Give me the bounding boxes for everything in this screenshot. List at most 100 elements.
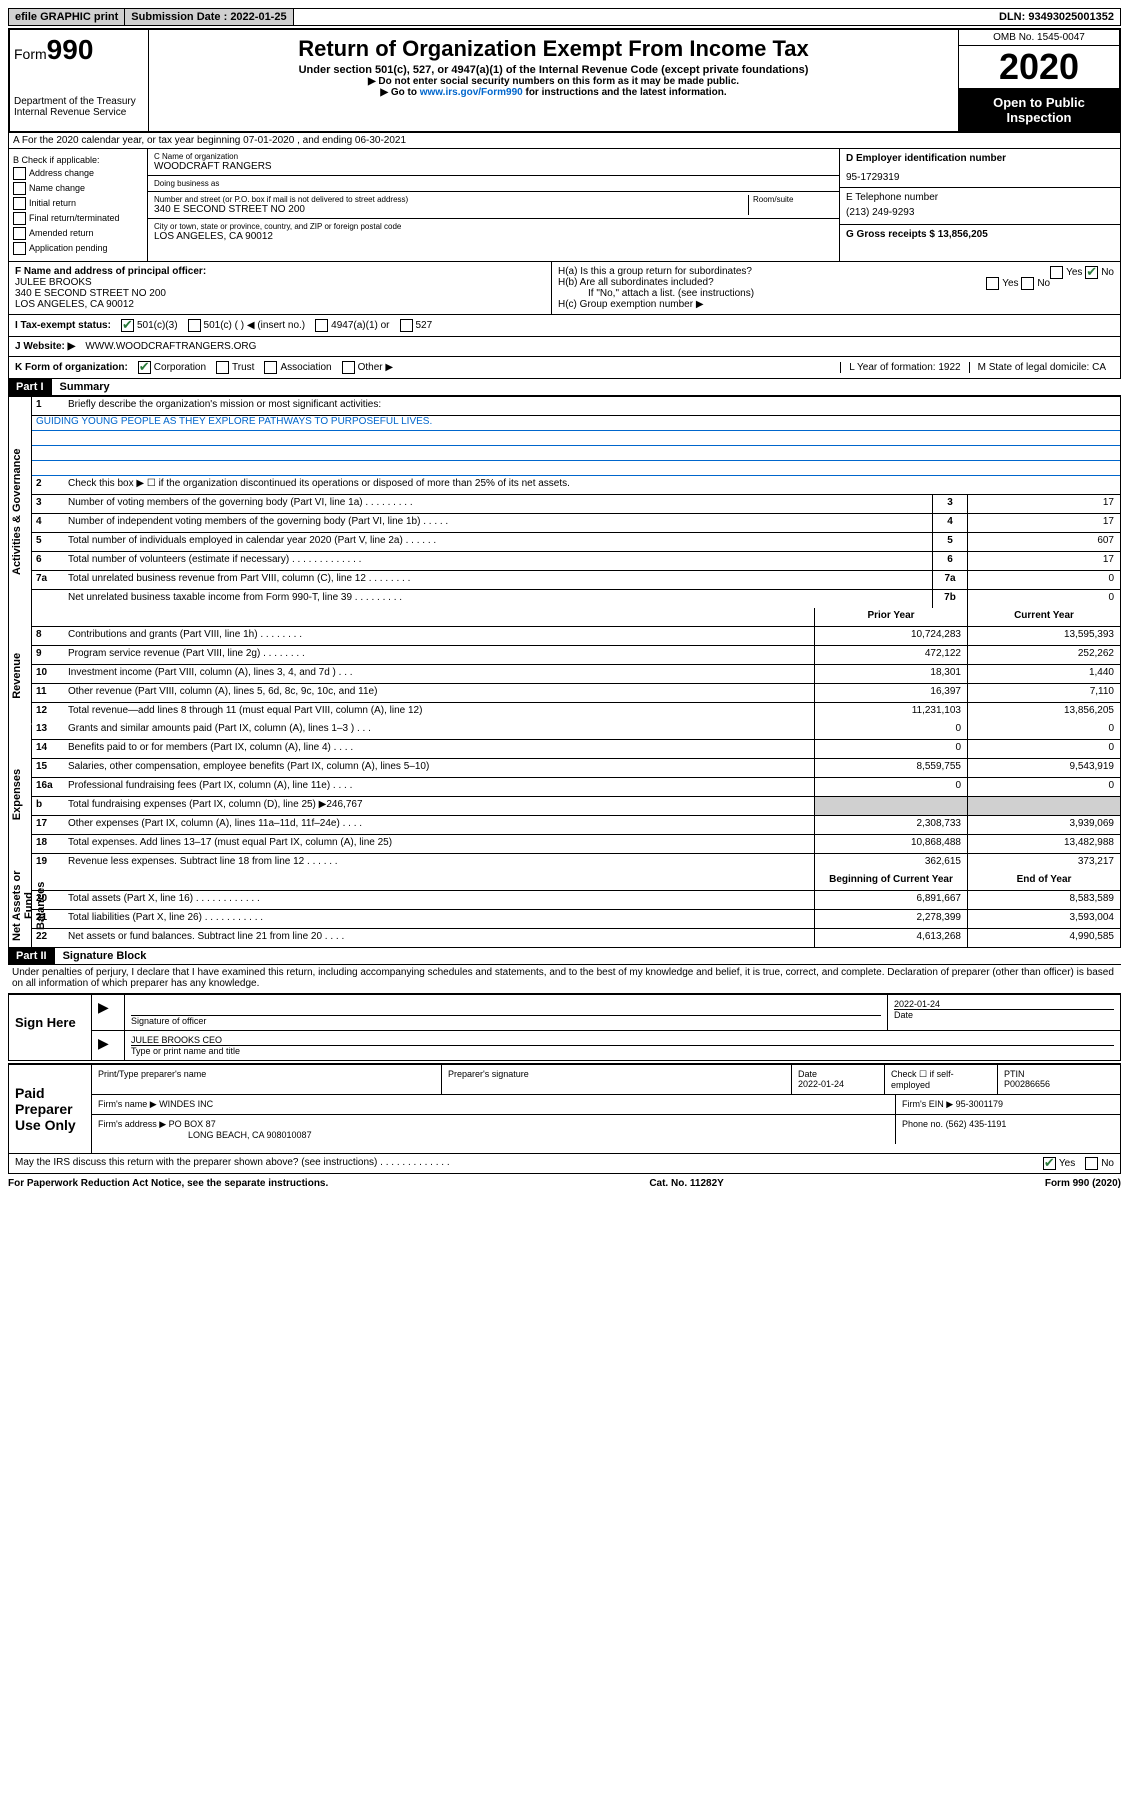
summary-row: 7aTotal unrelated business revenue from …	[32, 571, 1120, 590]
col-b-title: B Check if applicable:	[13, 155, 143, 165]
summary-row: 18Total expenses. Add lines 13–17 (must …	[32, 835, 1120, 854]
k-label: K Form of organization:	[15, 362, 128, 373]
officer-addr2: LOS ANGELES, CA 90012	[15, 299, 545, 310]
col-b-checkboxes: B Check if applicable: Address change Na…	[9, 149, 148, 261]
summary-row: 21Total liabilities (Part X, line 26) . …	[32, 910, 1120, 929]
c-name-label: C Name of organization	[154, 152, 833, 161]
cb-527[interactable]: 527	[400, 319, 433, 332]
firm-ein-label: Firm's EIN ▶	[902, 1099, 953, 1109]
officer-name-title: JULEE BROOKS CEO	[131, 1035, 1114, 1045]
sign-here-label: Sign Here	[9, 995, 92, 1060]
discuss-yes[interactable]: Yes	[1043, 1157, 1075, 1170]
gross-receipts: G Gross receipts $ 13,856,205	[840, 225, 1120, 261]
cb-pending[interactable]: Application pending	[13, 242, 143, 255]
submission-date: Submission Date : 2022-01-25	[125, 9, 293, 25]
part2-title: Signature Block	[55, 948, 155, 964]
summary-row: 10Investment income (Part VIII, column (…	[32, 665, 1120, 684]
m-state-domicile: M State of legal domicile: CA	[969, 362, 1114, 373]
officer-addr1: 340 E SECOND STREET NO 200	[15, 288, 545, 299]
q1-mission: Briefly describe the organization's miss…	[64, 397, 1120, 415]
block-officer-group: F Name and address of principal officer:…	[8, 262, 1121, 315]
discuss-no[interactable]: No	[1085, 1157, 1114, 1170]
omb-number: OMB No. 1545-0047	[959, 30, 1119, 46]
public-inspection: Open to Public Inspection	[959, 89, 1119, 131]
cb-501c[interactable]: 501(c) ( ) ◀ (insert no.)	[188, 319, 306, 332]
side-revenue: Revenue	[9, 627, 32, 724]
side-governance: Activities & Governance	[9, 397, 32, 627]
summary-row: 9Program service revenue (Part VIII, lin…	[32, 646, 1120, 665]
cb-address[interactable]: Address change	[13, 167, 143, 180]
note-ssn: ▶ Do not enter social security numbers o…	[153, 76, 954, 87]
row-a-tax-year: A For the 2020 calendar year, or tax yea…	[8, 133, 1121, 149]
sign-here-block: Sign Here ▶ Signature of officer 2022-01…	[8, 993, 1121, 1061]
summary-row: 16aProfessional fundraising fees (Part I…	[32, 778, 1120, 797]
name-label: Type or print name and title	[131, 1045, 1114, 1056]
prep-self-emp: Check ☐ if self-employed	[885, 1065, 998, 1094]
form-header: Form990 Department of the Treasury Inter…	[8, 28, 1121, 133]
cb-corp[interactable]: Corporation	[138, 361, 206, 374]
cb-4947[interactable]: 4947(a)(1) or	[315, 319, 389, 332]
street-value: 340 E SECOND STREET NO 200	[154, 204, 744, 215]
h-b: H(b) Are all subordinates included? Yes …	[558, 277, 1114, 288]
city-value: LOS ANGELES, CA 90012	[154, 231, 833, 242]
side-expenses: Expenses	[9, 724, 32, 865]
h-c: H(c) Group exemption number ▶	[558, 299, 1114, 310]
prep-date-val: 2022-01-24	[798, 1079, 844, 1089]
ein-label: D Employer identification number	[846, 153, 1114, 164]
street-label: Number and street (or P.O. box if mail i…	[154, 195, 744, 204]
hdr-boy: Beginning of Current Year	[814, 872, 967, 890]
firm-addr1: PO BOX 87	[169, 1119, 216, 1129]
summary-row: Net unrelated business taxable income fr…	[32, 590, 1120, 608]
ein-value: 95-1729319	[846, 172, 1114, 183]
sig-date-label: Date	[894, 1009, 1114, 1020]
cb-501c3[interactable]: 501(c)(3)	[121, 319, 178, 332]
h-a: H(a) Is this a group return for subordin…	[558, 266, 1114, 277]
summary-row: bTotal fundraising expenses (Part IX, co…	[32, 797, 1120, 816]
part2-title-row: Part II Signature Block	[8, 948, 1121, 965]
cb-other[interactable]: Other ▶	[342, 361, 393, 374]
sig-officer-label: Signature of officer	[131, 1015, 881, 1026]
paid-preparer-block: Paid Preparer Use Only Print/Type prepar…	[8, 1063, 1121, 1154]
note-link: ▶ Go to www.irs.gov/Form990 for instruct…	[153, 87, 954, 98]
firm-name-label: Firm's name ▶	[98, 1099, 157, 1109]
part1-title: Summary	[52, 379, 118, 395]
city-label: City or town, state or province, country…	[154, 222, 833, 231]
cb-initial[interactable]: Initial return	[13, 197, 143, 210]
summary-row: 12Total revenue—add lines 8 through 11 (…	[32, 703, 1120, 721]
discuss-text: May the IRS discuss this return with the…	[15, 1157, 450, 1170]
paid-preparer-label: Paid Preparer Use Only	[9, 1065, 92, 1153]
cb-final[interactable]: Final return/terminated	[13, 212, 143, 225]
cb-amended[interactable]: Amended return	[13, 227, 143, 240]
officer-name: JULEE BROOKS	[15, 277, 545, 288]
mission-blank2	[32, 446, 1120, 461]
cb-assoc[interactable]: Association	[264, 361, 331, 374]
dba-label: Doing business as	[154, 179, 833, 188]
summary-row: 5Total number of individuals employed in…	[32, 533, 1120, 552]
form-subtitle: Under section 501(c), 527, or 4947(a)(1)…	[153, 64, 954, 76]
summary-row: 22Net assets or fund balances. Subtract …	[32, 929, 1120, 947]
hdr-prior-year: Prior Year	[814, 608, 967, 626]
l-year-formation: L Year of formation: 1922	[840, 362, 968, 373]
tax-year: 2020	[959, 46, 1119, 89]
mission-blank3	[32, 461, 1120, 476]
org-name: WOODCRAFT RANGERS	[154, 161, 833, 172]
cb-trust[interactable]: Trust	[216, 361, 254, 374]
prep-name-hdr: Print/Type preparer's name	[92, 1065, 442, 1094]
efile-button[interactable]: efile GRAPHIC print	[9, 9, 125, 25]
summary-row: 17Other expenses (Part IX, column (A), l…	[32, 816, 1120, 835]
footer-right: Form 990 (2020)	[1045, 1178, 1121, 1189]
form-title: Return of Organization Exempt From Incom…	[153, 36, 954, 62]
i-label: I Tax-exempt status:	[15, 320, 111, 331]
firm-phone: (562) 435-1191	[946, 1119, 1007, 1129]
summary-row: 14Benefits paid to or for members (Part …	[32, 740, 1120, 759]
phone-value: (213) 249-9293	[846, 207, 1114, 218]
ptin-label: PTIN	[1004, 1069, 1025, 1079]
irs-link[interactable]: www.irs.gov/Form990	[420, 87, 523, 98]
mission-blank1	[32, 431, 1120, 446]
part1-title-row: Part I Summary	[8, 379, 1121, 396]
row-k-form-org: K Form of organization: Corporation Trus…	[8, 357, 1121, 379]
cb-name[interactable]: Name change	[13, 182, 143, 195]
summary-row: 6Total number of volunteers (estimate if…	[32, 552, 1120, 571]
footer-mid: Cat. No. 11282Y	[649, 1178, 723, 1189]
side-netassets: Net Assets or Fund Balances	[9, 865, 32, 947]
